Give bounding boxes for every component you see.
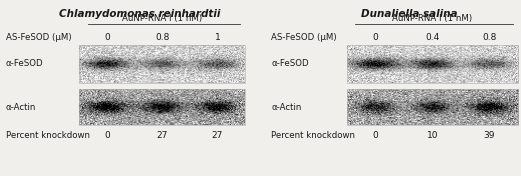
- Text: 27: 27: [156, 130, 168, 140]
- Text: α-FeSOD: α-FeSOD: [271, 59, 308, 68]
- Bar: [347, 89, 518, 125]
- Bar: [79, 45, 245, 83]
- Text: Percent knockdown: Percent knockdown: [6, 130, 90, 140]
- Text: 0: 0: [104, 33, 110, 42]
- Text: 1: 1: [215, 33, 220, 42]
- Text: Percent knockdown: Percent knockdown: [271, 130, 355, 140]
- Text: 0.8: 0.8: [155, 33, 169, 42]
- Bar: [79, 89, 245, 125]
- Bar: [347, 45, 518, 83]
- Text: AS-FeSOD (μM): AS-FeSOD (μM): [6, 33, 71, 42]
- Text: Chlamydomonas reinhardtii: Chlamydomonas reinhardtii: [59, 9, 220, 19]
- Text: AS-FeSOD (μM): AS-FeSOD (μM): [271, 33, 337, 42]
- Text: 0.4: 0.4: [425, 33, 440, 42]
- Text: Dunaliella salina: Dunaliella salina: [361, 9, 457, 19]
- Text: 27: 27: [212, 130, 223, 140]
- Text: 0: 0: [104, 130, 110, 140]
- Text: α-FeSOD: α-FeSOD: [6, 59, 44, 68]
- Text: 0.8: 0.8: [482, 33, 497, 42]
- Text: AuNP-RNA I (1 nM): AuNP-RNA I (1 nM): [122, 14, 202, 23]
- Text: AuNP-RNA I (1 nM): AuNP-RNA I (1 nM): [392, 14, 473, 23]
- Text: 0: 0: [373, 33, 378, 42]
- Text: 10: 10: [427, 130, 438, 140]
- Text: 0: 0: [373, 130, 378, 140]
- Text: 39: 39: [483, 130, 495, 140]
- Text: α-Actin: α-Actin: [6, 102, 36, 112]
- Text: α-Actin: α-Actin: [271, 102, 301, 112]
